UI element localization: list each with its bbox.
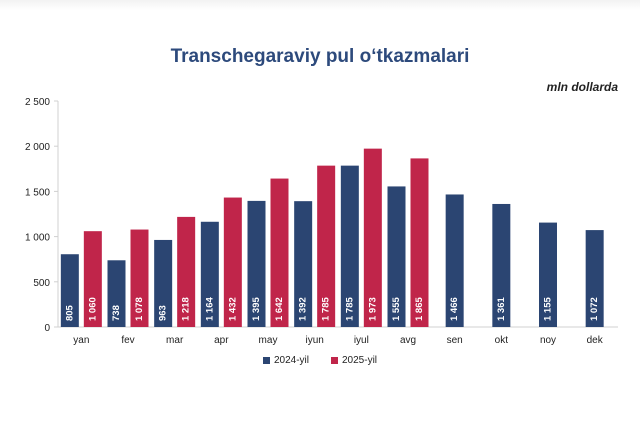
bar-2024-yil-fev (107, 260, 126, 327)
data-label: 963 (158, 305, 169, 321)
unit-label: mln dollarda (546, 80, 618, 94)
y-tick-label: 1 500 (25, 187, 50, 198)
bar-2024-yil-okt (492, 203, 511, 327)
x-tick-label: yan (73, 335, 89, 346)
x-tick-label: okt (495, 335, 509, 346)
bar-2024-yil-iyul (340, 165, 359, 327)
bar-2025-yil-apr (223, 197, 242, 327)
x-tick-label: avg (400, 335, 416, 346)
data-label: 1 078 (134, 297, 145, 321)
bar-2024-yil-dek (585, 230, 604, 327)
data-label: 1 164 (204, 297, 215, 321)
bar-2025-yil-yan (83, 231, 102, 327)
x-tick-label: may (259, 335, 278, 346)
data-label: 1 785 (344, 297, 355, 321)
legend-label-2025: 2025-yil (342, 355, 378, 366)
data-label: 1 392 (298, 297, 309, 321)
x-tick-label: mar (166, 335, 184, 346)
bar-2024-yil-avg (387, 186, 406, 327)
data-label: 1 361 (496, 297, 507, 321)
legend-label-2024: 2024-yil (273, 355, 309, 366)
y-tick-label: 1 000 (25, 233, 50, 244)
bar-2024-yil-yan (60, 254, 79, 327)
data-label: 1 072 (589, 297, 600, 321)
bar-2025-yil-iyul (363, 148, 382, 327)
x-tick-label: sen (447, 335, 463, 346)
bar-2025-yil-avg (410, 158, 429, 327)
y-tick-label: 2 000 (25, 142, 50, 153)
bar-2024-yil-mar (154, 239, 173, 327)
bar-2024-yil-sen (445, 194, 464, 327)
chart-title: Transchegaraviy pul o‘tkazmalari (170, 46, 470, 67)
data-label: 1 155 (543, 297, 554, 321)
y-tick-label: 0 (44, 323, 50, 334)
data-label: 805 (64, 304, 75, 321)
bar-2024-yil-iyun (294, 201, 313, 327)
data-label: 1 642 (274, 297, 285, 321)
x-tick-label: dek (587, 335, 604, 346)
data-label: 1 973 (367, 297, 378, 321)
data-label: 1 395 (251, 297, 262, 321)
bar-2024-yil-apr (200, 221, 219, 327)
legend-item-2024: 2024-yil (262, 355, 309, 366)
y-tick-label: 500 (33, 278, 50, 289)
bar-2024-yil-may (247, 200, 266, 327)
bar-2025-yil-mar (177, 216, 196, 327)
x-tick-label: noy (540, 335, 556, 346)
data-label: 738 (111, 305, 122, 321)
data-label: 1 060 (87, 297, 98, 321)
top-band (0, 0, 640, 10)
bar-2025-yil-may (270, 178, 289, 327)
data-label: 1 218 (181, 297, 192, 321)
legend-item-2025: 2025-yil (331, 355, 377, 366)
x-tick-label: fev (121, 335, 134, 346)
legend: 2024-yil 2025-yil (0, 355, 640, 366)
data-label: 1 865 (414, 297, 425, 321)
bar-2024-yil-noy (539, 222, 557, 327)
x-tick-label: iyun (305, 335, 323, 346)
bar-2025-yil-iyun (317, 165, 336, 327)
data-label: 1 555 (391, 297, 402, 321)
x-tick-label: apr (214, 335, 229, 346)
y-tick-label: 2 500 (25, 97, 50, 108)
legend-swatch-2025 (331, 357, 338, 364)
data-label: 1 466 (449, 297, 460, 321)
data-label: 1 432 (227, 297, 238, 321)
x-tick-label: iyul (354, 335, 369, 346)
legend-swatch-2024 (262, 357, 270, 364)
data-label: 1 785 (321, 297, 332, 321)
bar-2025-yil-fev (130, 229, 149, 327)
